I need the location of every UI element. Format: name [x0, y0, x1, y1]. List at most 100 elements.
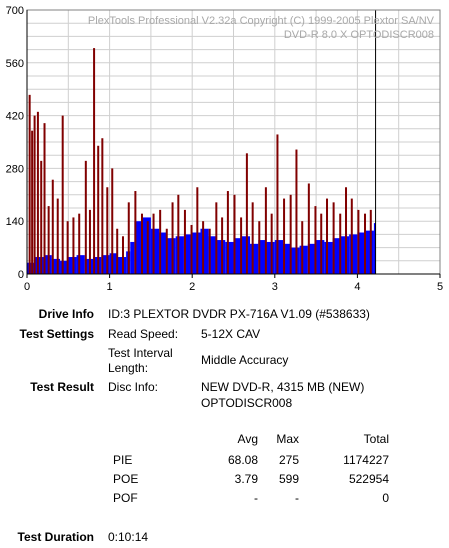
y-tick-label: 420 [6, 111, 24, 123]
poe-bar [106, 187, 109, 274]
pie-bar [142, 217, 151, 274]
poe-bar [159, 209, 162, 274]
pie-bar [109, 253, 118, 274]
results-header-max: Max [276, 432, 299, 446]
x-tick-label: 3 [272, 281, 278, 292]
poe-bar [31, 130, 34, 274]
pie-bar [134, 221, 143, 274]
poe-bar [196, 187, 199, 274]
pie-bar [101, 255, 110, 274]
results-row-name: PIE [113, 453, 133, 467]
results-row-max: 599 [278, 472, 299, 486]
results-row-total: 1174227 [343, 453, 389, 467]
poe-bar [66, 221, 69, 274]
pie-bar [250, 243, 259, 274]
pie-bar [307, 243, 317, 274]
poe-bar [88, 209, 91, 274]
poe-bar [36, 111, 39, 274]
poe-bar [320, 213, 323, 274]
poe-bar [47, 206, 50, 274]
pie-bar [76, 255, 85, 274]
results-row-total: 522954 [348, 472, 389, 486]
poe-bar [258, 221, 261, 274]
pie-bar [35, 257, 44, 274]
pie-bar [192, 232, 201, 274]
disc-info-value-2: OPTODISCR008 [201, 396, 293, 410]
test-result-label: Test Result [30, 380, 94, 394]
disc-info-label: Disc Info: [108, 380, 159, 394]
x-tick-label: 0 [24, 281, 30, 292]
test-interval-label-1: Test Interval [108, 346, 173, 360]
poe-bar [289, 194, 292, 274]
poe-bar [72, 217, 75, 274]
poe-bar [251, 202, 254, 274]
pie-bar [274, 240, 284, 274]
results-row-total: 0 [382, 491, 389, 505]
x-tick-label: 5 [437, 281, 443, 292]
poe-bar [350, 198, 353, 274]
pie-bar [225, 241, 234, 274]
poe-bar [345, 187, 348, 274]
poe-bar [146, 221, 149, 274]
pie-bar [150, 228, 160, 274]
poe-bar [40, 160, 43, 274]
poe-bar [93, 48, 96, 274]
pie-bar [283, 243, 292, 274]
poe-bar [51, 179, 54, 274]
x-tick-label: 2 [189, 281, 195, 292]
poe-bar [276, 134, 279, 274]
pie-bar [233, 238, 242, 274]
test-interval-value: Middle Accuracy [201, 353, 289, 367]
results-row-avg: 68.08 [227, 453, 258, 467]
pie-bar [159, 232, 168, 274]
pie-bar [357, 232, 366, 274]
results-row-avg: 3.79 [234, 472, 258, 486]
results-row-max: 275 [278, 453, 299, 467]
drive-info-value: ID:3 PLEXTOR DVDR PX-716A V1.09 (#538633… [108, 307, 370, 321]
poe-bar [357, 209, 360, 274]
pie-bar [183, 234, 193, 274]
pie-bar [200, 228, 209, 274]
poe-bar [152, 213, 155, 274]
poe-bar [84, 160, 87, 274]
pie-bar [241, 236, 251, 274]
poe-bar [202, 221, 205, 274]
test-duration-label: Test Duration [17, 530, 94, 544]
results-row-name: POE [113, 472, 139, 486]
y-tick-label: 0 [18, 269, 24, 281]
poe-bar [226, 191, 229, 274]
pie-bar [167, 238, 176, 274]
poe-bar [301, 221, 304, 274]
test-duration-value: 0:10:14 [108, 530, 149, 544]
pie-bar [208, 236, 217, 274]
poe-bar [97, 145, 100, 274]
results-row-avg: - [254, 491, 258, 505]
results-header-total: Total [363, 432, 389, 446]
poe-bar [134, 191, 137, 274]
poe-bar [307, 183, 310, 274]
results-row-name: POF [113, 491, 138, 505]
chart-ticks: 0 1 2 3 4 5 0 140 280 420 560 700 [6, 5, 443, 292]
drive-info-label: Drive Info [38, 307, 94, 321]
pie-bar [216, 240, 226, 274]
poe-bar [121, 236, 124, 274]
poe-bar [116, 228, 119, 274]
poe-bar [369, 209, 372, 274]
poe-bar [233, 194, 236, 274]
poe-bar [215, 202, 218, 274]
y-tick-label: 700 [6, 5, 24, 17]
poe-bar [183, 209, 186, 274]
pie-bar [130, 241, 135, 274]
poe-bar [33, 115, 36, 274]
chart-watermark-line-1: PlexTools Professional V2.32a Copyright … [88, 15, 435, 27]
poe-bar [111, 168, 114, 274]
poe-bar [101, 138, 104, 274]
pie-bar [175, 236, 184, 274]
poe-bar [165, 228, 168, 274]
poe-bar [28, 94, 31, 274]
poe-bar [61, 115, 64, 274]
poe-bar [43, 123, 46, 275]
poe-series [28, 48, 372, 275]
poe-bar [240, 217, 243, 274]
poe-bar [339, 213, 342, 274]
